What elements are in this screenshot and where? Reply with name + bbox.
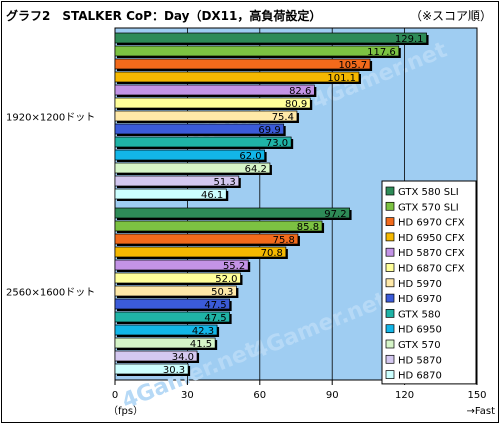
bar-value-label: 73.0 [266,138,288,149]
bar [114,298,230,310]
bar-value-label: 85.8 [297,222,319,233]
bar [114,311,230,323]
bar [114,233,299,245]
bar-value-label: 50.3 [211,287,233,298]
bar [114,32,427,44]
bar [114,136,292,148]
bar [114,363,189,375]
bar [114,272,241,284]
bar-value-label: 129.1 [395,34,424,45]
group-labels: 1920×1200ドット 2560×1600ドット [6,113,95,299]
bar-value-label: 46.1 [201,190,223,201]
bar-value-label: 97.2 [324,209,346,220]
bar-value-label: 34.0 [172,352,194,363]
legend-swatch [385,293,395,303]
legend-entry: HD 5870 CFX [398,248,465,259]
x-tick-label: 60 [253,390,266,401]
chart-title: グラフ2 STALKER CoP：Day（DX11，高負荷設定） [6,8,321,23]
bar [114,84,315,96]
bar-value-label: 75.8 [273,235,295,246]
bar [114,123,285,135]
bar [114,324,218,336]
bar-value-label: 75.4 [272,112,294,123]
legend-entry: GTX 580 SLI [398,187,459,198]
legend-entry: HD 6870 [398,371,442,382]
legend-box [381,180,477,385]
x-axis-label: （fps） [108,405,143,417]
bar [114,220,323,232]
group-label: 2560×1600ドット [6,288,95,299]
bar-value-label: 47.5 [204,313,226,324]
x-tick-label: 120 [395,390,414,401]
bar-value-label: 55.2 [223,261,245,272]
bar-value-label: 30.3 [163,365,185,376]
bar [114,58,371,70]
bar-value-label: 64.2 [245,164,267,175]
bar-value-label: 80.9 [285,99,307,110]
legend-entry: HD 6950 CFX [398,233,465,244]
bar [114,71,360,83]
chart-subtitle: （※スコア順） [410,9,492,23]
legend-entry: GTX 580 [398,309,441,320]
bar-value-label: 51.3 [214,177,236,188]
legend-swatch [385,217,395,226]
bar [114,337,216,349]
group-label: 1920×1200ドット [6,113,95,124]
bar-value-label: 70.8 [261,248,283,259]
bar [114,45,400,57]
bar-value-label: 47.5 [204,300,226,311]
legend-swatch [385,247,395,257]
legend-swatch [385,339,395,349]
x-tick-label: 0 [112,390,118,401]
legend-entry: GTX 570 [398,340,441,351]
legend-swatch [385,324,395,334]
legend: GTX 580 SLI GTX 570 SLI HD 6970 CFX HD 6950… [381,180,477,385]
legend-entry: HD 5870 [398,355,442,366]
legend-swatch [385,201,395,211]
x-tick-label: 150 [467,390,486,401]
bar [114,175,240,187]
bar-value-label: 41.5 [190,339,212,350]
legend-entry: GTX 570 SLI [398,202,459,213]
x-tick-label: 30 [181,390,194,401]
bar [114,110,298,122]
bar-value-label: 69.9 [258,125,280,136]
bar [114,149,265,161]
bar-value-label: 42.3 [192,326,214,337]
bar [114,285,237,297]
legend-swatch [385,186,395,196]
bar [114,207,350,219]
bar-value-label: 105.7 [338,60,367,71]
legend-swatch [385,278,395,288]
bar [114,259,249,271]
x-axis-arrow-label: →Fast [467,406,496,417]
legend-swatch [385,263,395,272]
bar-value-label: 82.6 [289,86,311,97]
bar [114,350,198,362]
bar [114,246,287,258]
bar [114,188,227,200]
bar-value-label: 117.6 [367,47,396,58]
bar-value-label: 101.1 [327,73,356,84]
legend-entry: HD 6950 [398,325,442,336]
legend-entry: HD 6870 CFX [398,264,465,275]
bar-value-label: 52.0 [215,274,237,285]
legend-swatch [385,370,395,379]
bar [114,97,311,109]
legend-entry: HD 6970 [398,294,442,305]
legend-entry: HD 6970 CFX [398,218,465,229]
x-tick-label: 90 [326,390,339,401]
bar [114,162,271,174]
legend-entry: HD 5970 [398,279,442,290]
bar-value-label: 62.0 [239,151,261,162]
legend-swatch [385,309,395,318]
legend-swatch [385,354,395,364]
legend-swatch [385,232,395,242]
